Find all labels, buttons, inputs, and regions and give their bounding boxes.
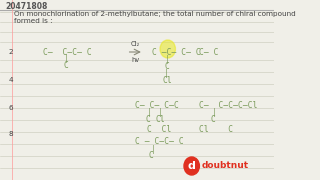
Text: |: | xyxy=(64,53,69,62)
Text: 2: 2 xyxy=(9,49,13,55)
Text: |: | xyxy=(147,107,152,116)
Text: |: | xyxy=(151,145,156,154)
Text: C – C–C– C: C – C–C– C xyxy=(135,138,184,147)
Text: formed is :: formed is : xyxy=(14,18,52,24)
Circle shape xyxy=(160,40,175,58)
Circle shape xyxy=(184,157,199,175)
Text: 4: 4 xyxy=(9,77,13,83)
Text: C: C xyxy=(63,60,68,69)
Text: On monochlorination of 2-methylbutane; the total number of chiral compound: On monochlorination of 2-methylbutane; t… xyxy=(14,11,295,17)
Text: d: d xyxy=(188,161,196,171)
Text: |: | xyxy=(165,55,170,64)
Text: C: C xyxy=(211,114,215,123)
Text: Cl    C: Cl C xyxy=(198,125,233,134)
Text: Cl₂: Cl₂ xyxy=(131,41,140,47)
Text: C  Cl: C Cl xyxy=(147,125,172,134)
Text: C: C xyxy=(146,114,150,123)
Text: Cl: Cl xyxy=(163,75,172,84)
Text: |: | xyxy=(164,69,169,78)
Text: |: | xyxy=(157,107,162,116)
Text: C: C xyxy=(164,62,169,71)
Text: Cl: Cl xyxy=(156,114,165,123)
Text: C–  C–C–C–Cl: C– C–C–C–Cl xyxy=(198,100,257,109)
Text: doubtnut: doubtnut xyxy=(202,161,249,170)
Text: 20471808: 20471808 xyxy=(5,1,47,10)
Text: |: | xyxy=(212,107,216,116)
Text: C– C: C– C xyxy=(198,48,218,57)
Text: C– C– C–C: C– C– C–C xyxy=(135,100,179,109)
Text: C –C– C– C: C –C– C– C xyxy=(152,48,201,57)
Text: C: C xyxy=(149,152,154,161)
Text: 8: 8 xyxy=(9,131,13,137)
Text: hv: hv xyxy=(131,57,139,63)
Text: 6: 6 xyxy=(9,105,13,111)
Text: C–  C–C– C: C– C–C– C xyxy=(43,48,92,57)
